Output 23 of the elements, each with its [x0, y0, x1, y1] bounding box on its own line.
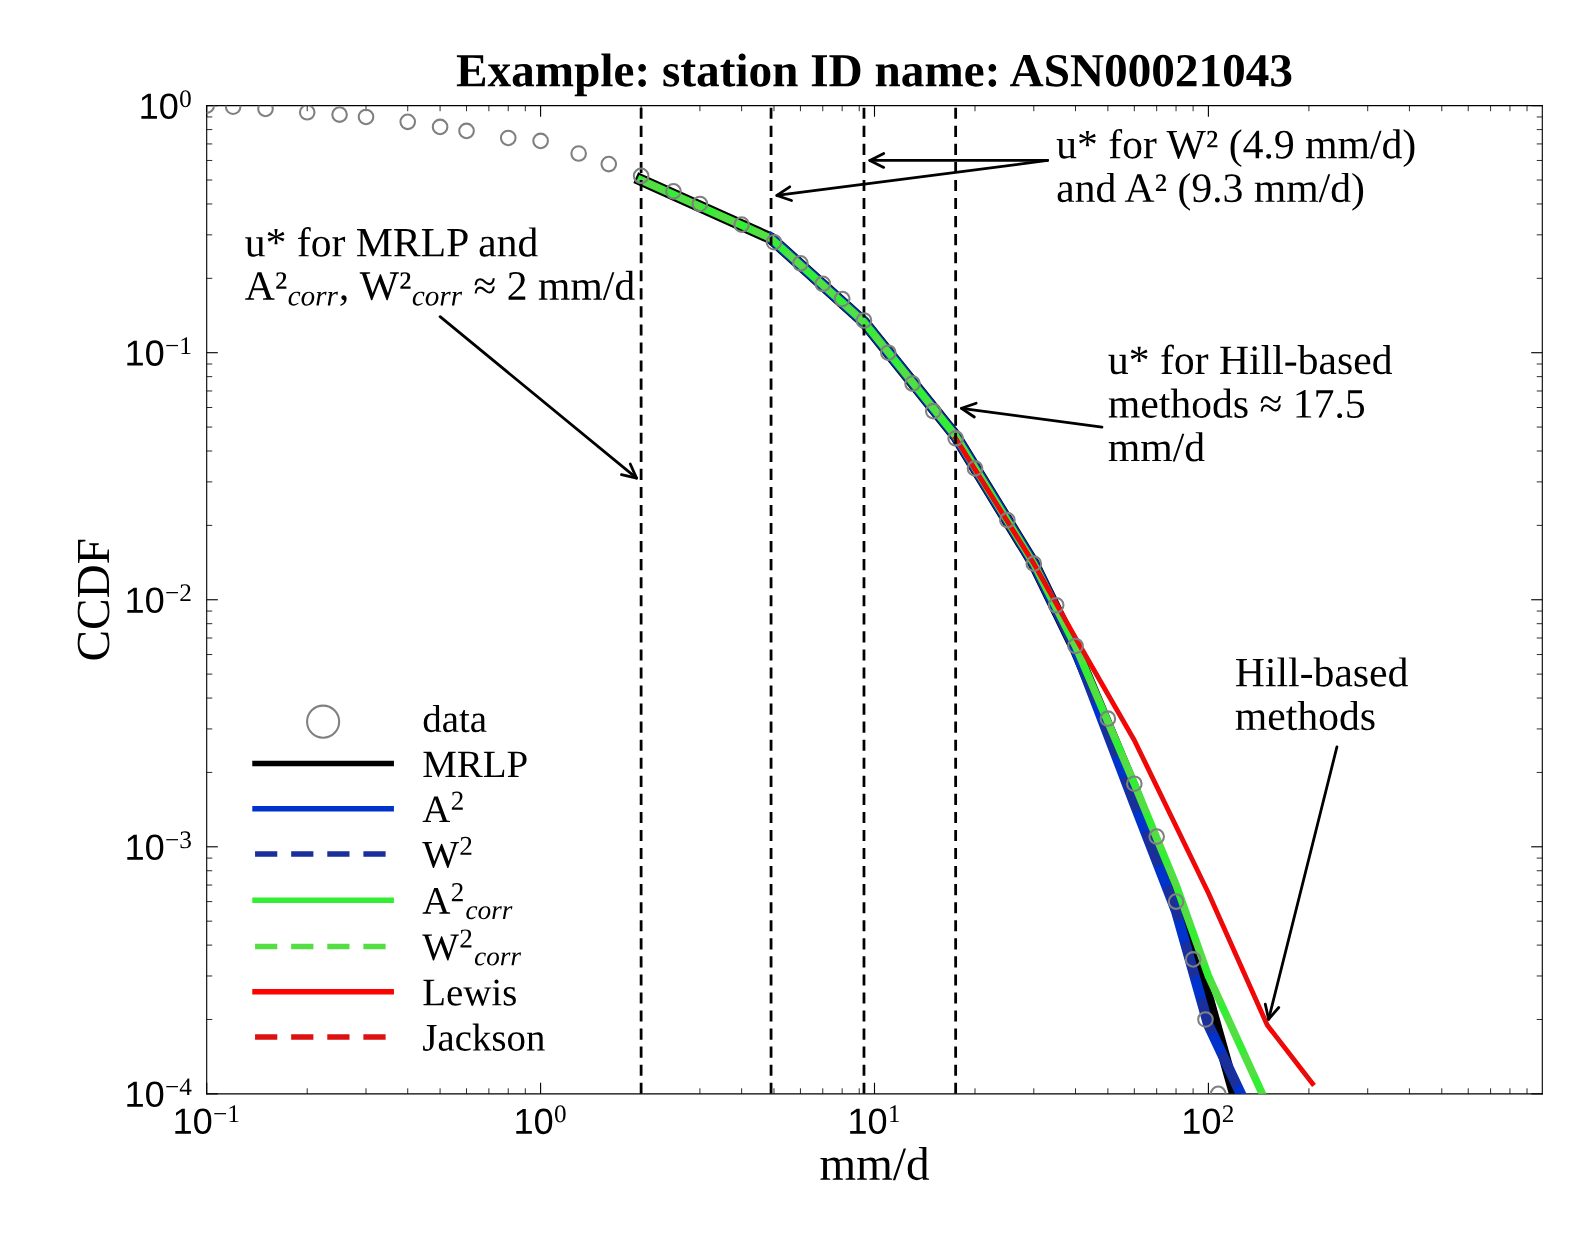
legend-label: W$^{2}$$_{corr}$: [422, 929, 522, 966]
annotation: Hill-based methods: [1235, 657, 1408, 731]
y-tick-label: 10$^{0}$: [141, 90, 191, 119]
x-tick-label: 10$^{1}$: [850, 1105, 899, 1135]
legend-label: Lewis: [423, 979, 516, 1006]
y-axis-title: CCDF: [77, 539, 110, 660]
annotation: u* for MRLP and A²$_{corr}$, W²$_{corr}$ ≈ 2 mm/d: [245, 227, 635, 307]
x-tick-label: 10$^{0}$: [516, 1105, 566, 1135]
y-tick-label: 10$^{−3}$: [127, 831, 191, 861]
x-tick-label: 10$^{−1}$: [175, 1105, 239, 1135]
legend-label: MRLP: [423, 751, 527, 778]
annotation: u* for W² (4.9 mm/d) and A² (9.3 mm/d): [1056, 128, 1415, 211]
x-axis-title: mm/d: [820, 1146, 930, 1181]
legend-label: Jackson: [423, 1023, 545, 1051]
legend-label: A$^{2}$$_{corr}$: [422, 883, 513, 920]
y-tick-label: 10$^{−2}$: [127, 584, 191, 613]
legend-label: data: [423, 704, 487, 733]
y-tick-label: 10$^{−1}$: [127, 337, 191, 366]
legend-label: W$^{2}$: [422, 836, 472, 868]
chart-title: Example: station ID name: ASN00021043: [456, 53, 1292, 97]
legend-label: A$^{2}$: [422, 791, 463, 823]
y-tick-label: 10$^{−4}$: [127, 1078, 192, 1107]
x-tick-label: 10$^{2}$: [1184, 1105, 1234, 1135]
